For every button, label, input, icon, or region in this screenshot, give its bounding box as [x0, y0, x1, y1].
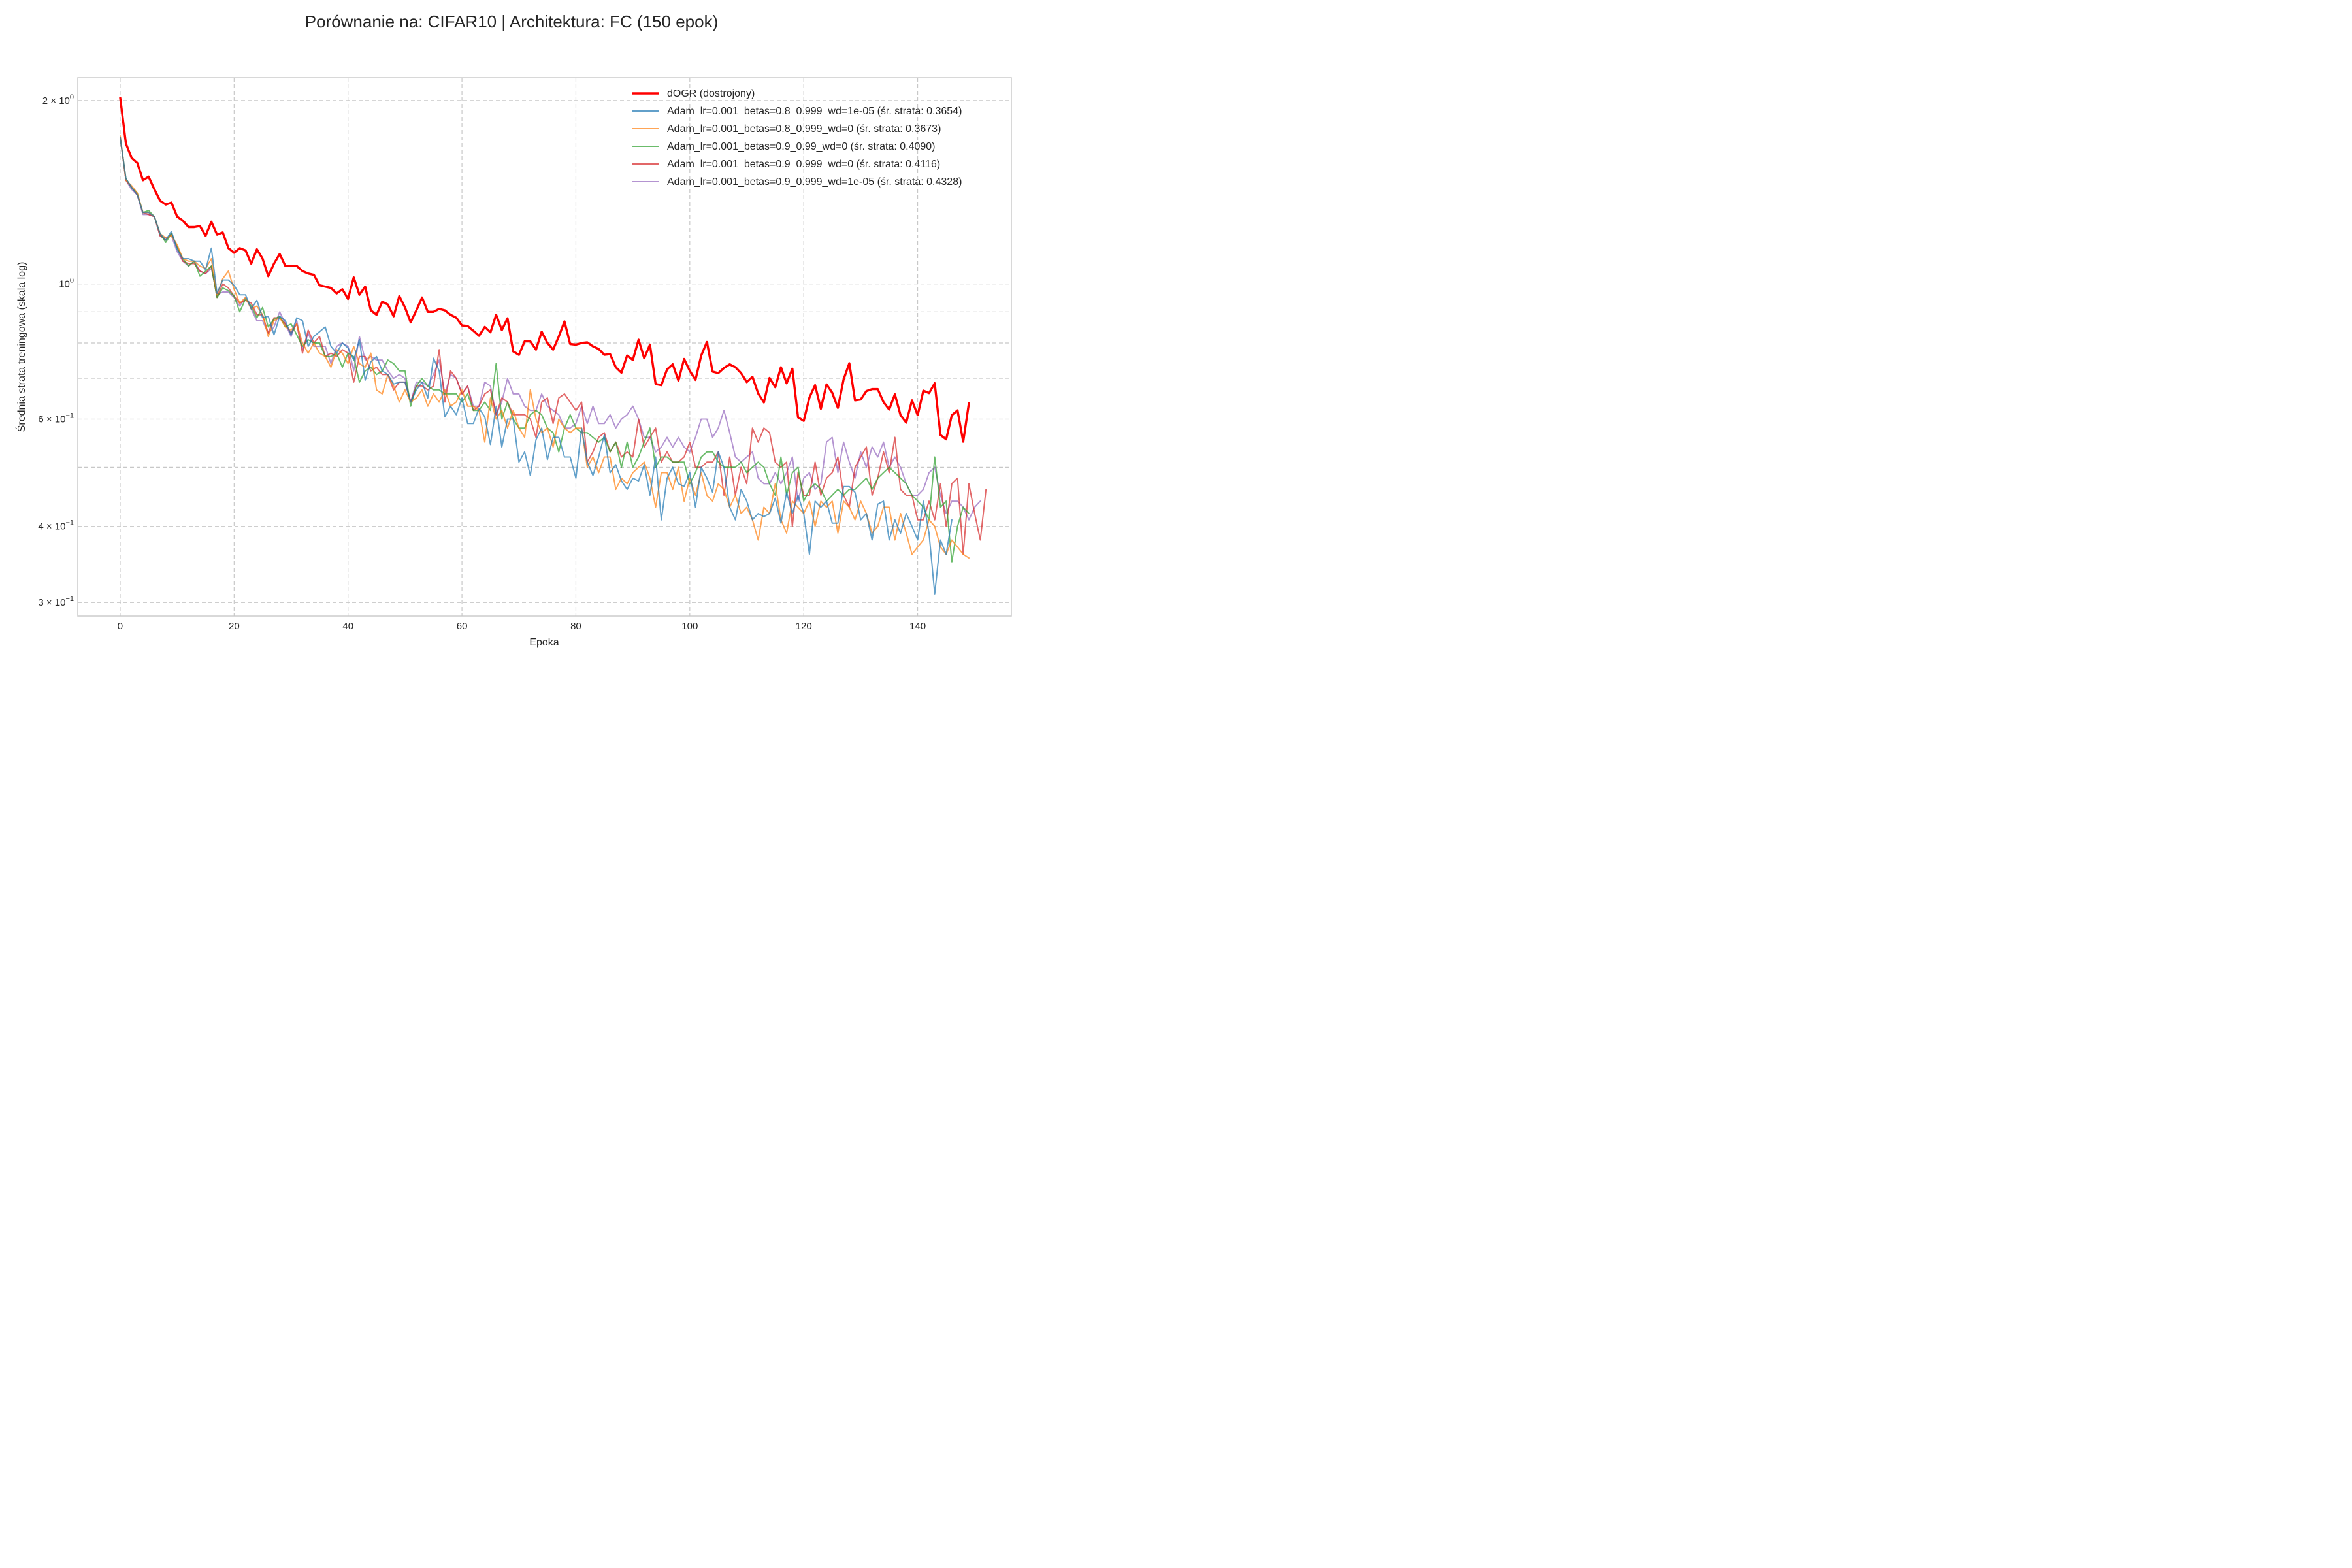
- y-tick-exponent: −1: [65, 519, 74, 527]
- y-tick-label: 6 × 10−1: [38, 412, 74, 425]
- chart-title: Porównanie na: CIFAR10 | Architektura: F…: [305, 12, 719, 31]
- x-tick-label: 100: [681, 621, 698, 632]
- legend-entry: Adam_lr=0.001_betas=0.8_0.999_wd=1e-05 (…: [667, 106, 962, 117]
- x-axis-label: Epoka: [529, 637, 559, 648]
- y-tick-base: 10: [59, 279, 70, 290]
- y-tick-base: 10: [59, 95, 70, 106]
- y-tick-prefix: 3 ×: [38, 597, 54, 608]
- x-tick-label: 80: [570, 621, 581, 632]
- legend-entry: Adam_lr=0.001_betas=0.9_0.999_wd=1e-05 (…: [667, 176, 962, 188]
- x-tick-label: 20: [229, 621, 240, 632]
- chart: Porównanie na: CIFAR10 | Architektura: F…: [15, 12, 1012, 648]
- y-axis-label: Średnia strata treningowa (skala log): [15, 262, 27, 433]
- legend-entry: Adam_lr=0.001_betas=0.9_0.99_wd=0 (śr. s…: [667, 141, 936, 152]
- series-line-1: [120, 137, 953, 595]
- y-tick-label: 100: [59, 277, 74, 290]
- y-tick-label: 3 × 10−1: [38, 595, 74, 608]
- legend-entry: Adam_lr=0.001_betas=0.8_0.999_wd=0 (śr. …: [667, 123, 941, 135]
- series-line-3: [120, 137, 970, 563]
- legend: dOGR (dostrojony) Adam_lr=0.001_betas=0.8…: [632, 88, 962, 188]
- legend-entry: dOGR (dostrojony): [667, 88, 755, 99]
- y-tick-base: 10: [55, 521, 66, 532]
- y-tick-prefix: 6 ×: [38, 414, 54, 425]
- x-tick-label: 60: [457, 621, 468, 632]
- y-tick-base: 10: [55, 597, 66, 608]
- y-tick-base: 10: [55, 414, 66, 425]
- legend-entry: Adam_lr=0.001_betas=0.9_0.999_wd=0 (śr. …: [667, 159, 940, 170]
- x-tick-label: 140: [909, 621, 926, 632]
- y-tick-prefix: 4 ×: [38, 521, 54, 532]
- y-tick-exponent: −1: [65, 595, 74, 603]
- y-tick-exponent: 0: [70, 277, 74, 285]
- series-lines: [119, 97, 987, 595]
- y-tick-label: 4 × 10−1: [38, 519, 74, 532]
- x-axis-ticks: 0 20 40 60 80 100 120 140: [118, 621, 926, 632]
- x-tick-label: 120: [796, 621, 812, 632]
- y-tick-exponent: 0: [70, 93, 74, 101]
- y-tick-prefix: 2 ×: [42, 95, 59, 106]
- y-tick-exponent: −1: [65, 412, 74, 420]
- y-tick-label: 2 × 100: [42, 93, 74, 106]
- x-tick-label: 0: [118, 621, 123, 632]
- x-tick-label: 40: [342, 621, 353, 632]
- series-line-0: [119, 97, 970, 443]
